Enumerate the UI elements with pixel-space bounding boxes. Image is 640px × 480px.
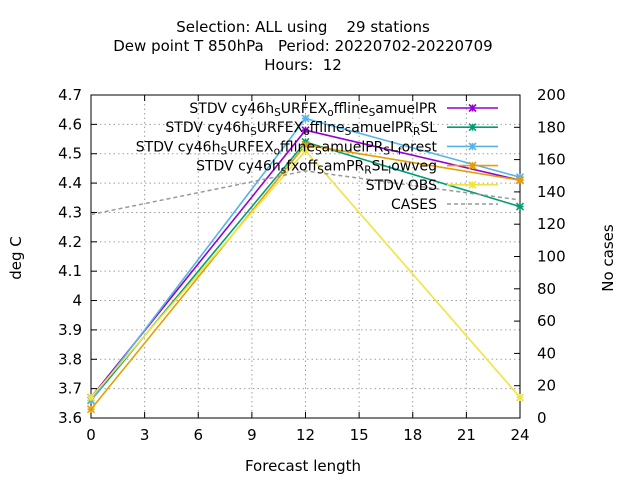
- y-axis-label: deg C: [7, 236, 25, 280]
- x-axis-label: Forecast length: [245, 457, 361, 475]
- x-tick-label: 12: [296, 426, 315, 444]
- y2-tick-label: 80: [537, 280, 556, 298]
- title-line-3: Hours: 12: [264, 56, 342, 74]
- y2-tick-label: 0: [537, 409, 547, 427]
- series-lines: [86, 114, 525, 414]
- chart-title: Selection: ALL using 29 stations Dew poi…: [113, 18, 492, 74]
- y-tick-label: 4: [72, 292, 82, 310]
- legend-label-1: STDV cy46hSURFEXofflineSamuelPRRSL: [165, 120, 437, 138]
- y2-tick-label: 160: [537, 151, 566, 169]
- x-tick-label: 9: [247, 426, 257, 444]
- x-tick-label: 18: [403, 426, 422, 444]
- y2-tick-label: 180: [537, 118, 566, 136]
- legend-label-3: STDV cy46hsfxoffSamPRRSLlowveg: [196, 159, 437, 177]
- series-4-point: [515, 393, 525, 402]
- x-tick-label: 21: [457, 426, 476, 444]
- series-0-point: [301, 126, 310, 135]
- series-line-5: [90, 170, 521, 216]
- x-tick-label: 0: [86, 426, 96, 444]
- y2-tick-label: 20: [537, 377, 556, 395]
- y-tick-label: 3.6: [58, 409, 82, 427]
- series-3-point: [515, 176, 525, 185]
- series-4-point: [301, 146, 310, 155]
- legend-marker-2: [468, 142, 477, 151]
- y-tick-label: 3.7: [58, 380, 82, 398]
- axes: 0 3 6 9 12 15 18 21 24 3.6 3.7 3.8 3.9 4 4.1 4.2 4.3 4.4 4…: [58, 86, 566, 444]
- plot-frame: [90, 94, 521, 419]
- y-tick-label: 4.1: [58, 262, 82, 280]
- series-3-point: [86, 405, 96, 414]
- x-tick-label: 15: [350, 426, 369, 444]
- series-3-point: [301, 140, 310, 149]
- series-4-point: [86, 393, 96, 402]
- y2-tick-label: 40: [537, 344, 556, 362]
- legend-marker-1: [468, 123, 477, 132]
- legend-marker-3: [468, 161, 477, 170]
- title-line-1: Selection: ALL using 29 stations: [176, 18, 430, 36]
- y2-axis-label: No cases: [599, 224, 617, 292]
- y2-tick-label: 200: [537, 86, 566, 104]
- y-tick-label: 3.9: [58, 321, 82, 339]
- y-tick-label: 3.8: [58, 350, 82, 368]
- x-tick-label: 3: [140, 426, 150, 444]
- y-tick-label: 4.4: [58, 174, 82, 192]
- y-tick-label: 4.7: [58, 86, 82, 104]
- series-1-point: [515, 202, 525, 211]
- title-line-2: Dew point T 850hPa Period: 20220702-2022…: [113, 37, 492, 55]
- x-tick-label: 6: [193, 426, 203, 444]
- y2-tick-label: 60: [537, 312, 556, 330]
- y2-tick-label: 100: [537, 248, 566, 266]
- legend-label-2: STDV cy46hSURFEXofflineSamuelPRSLforest: [136, 139, 438, 157]
- series-2-point: [301, 114, 310, 123]
- x-tick-label: 24: [510, 426, 529, 444]
- y-tick-label: 4.5: [58, 145, 82, 163]
- legend-marker-0: [468, 103, 477, 113]
- y-tick-label: 4.6: [58, 115, 82, 133]
- y2-tick-label: 120: [537, 215, 566, 233]
- y2-tick-label: 140: [537, 183, 566, 201]
- legend-marker-4: [468, 180, 477, 189]
- y-tick-label: 4.2: [58, 233, 82, 251]
- legend-label-4: STDV OBS: [366, 178, 437, 194]
- legend-label-5: CASES: [391, 197, 437, 213]
- legend-label-0: STDV cy46hSURFEXofflineSamuelPR: [189, 101, 437, 119]
- y-tick-label: 4.3: [58, 203, 82, 221]
